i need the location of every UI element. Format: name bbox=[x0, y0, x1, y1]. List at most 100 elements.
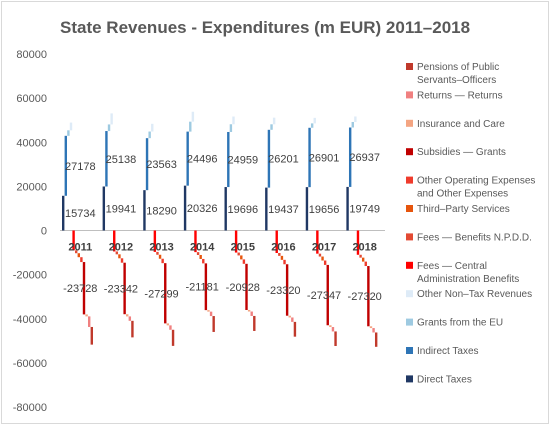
legend-label: Insurance and Care bbox=[417, 119, 505, 130]
legend-item-third-party-services: Third–Party Services bbox=[406, 204, 510, 215]
bar-insurance-and-care-2017 bbox=[329, 325, 332, 328]
bar-pensions-of-public-servants-officers-2017 bbox=[334, 331, 337, 346]
y-tick-label: -40000 bbox=[13, 314, 47, 326]
legend-label: Other Non–Tax Revenues bbox=[417, 289, 532, 300]
bar-grants-from-the-eu-2011 bbox=[67, 130, 70, 136]
data-label-subsidies-grants: -21181 bbox=[185, 282, 218, 294]
bar-grants-from-the-eu-2015 bbox=[229, 124, 233, 132]
bar-returns-returns-2013 bbox=[169, 325, 172, 330]
data-label-direct-taxes: 19656 bbox=[309, 204, 340, 216]
data-label-subsidies-grants: -27299 bbox=[144, 288, 178, 300]
bar-returns-returns-2012 bbox=[128, 316, 132, 321]
x-category-label: 2012 bbox=[109, 242, 133, 254]
legend-item-fees-benefits-n-p-d-d: Fees — Benefits N.P.D.D. bbox=[406, 232, 532, 243]
y-tick-label: -60000 bbox=[13, 358, 47, 370]
bar-fees-benefits-n-p-d-d-2018 bbox=[359, 254, 362, 258]
bar-pensions-of-public-servants-officers-2012 bbox=[131, 320, 134, 338]
legend-label: Indirect Taxes bbox=[417, 346, 479, 357]
data-label-subsidies-grants: -23342 bbox=[104, 283, 138, 295]
bar-indirect-taxes-2015 bbox=[227, 131, 230, 188]
bar-other-non-tax-revenues-2016 bbox=[272, 117, 276, 125]
legend-item-direct-taxes: Direct Taxes bbox=[406, 374, 472, 385]
bar-returns-returns-2018 bbox=[372, 328, 375, 333]
bar-other-non-tax-revenues-2012 bbox=[110, 113, 113, 125]
bar-grants-from-the-eu-2016 bbox=[270, 124, 273, 130]
legend-swatch bbox=[406, 119, 413, 127]
data-label-subsidies-grants: -23320 bbox=[266, 285, 300, 297]
data-label-direct-taxes: 19749 bbox=[349, 204, 380, 216]
legend-item-other-operating-expenses-and-other-expenses: Other Operating Expenses and Other Expens… bbox=[406, 176, 535, 200]
bar-other-non-tax-revenues-2017 bbox=[313, 117, 316, 124]
bar-other-non-tax-revenues-2013 bbox=[151, 123, 154, 132]
legend-item-grants-from-the-eu: Grants from the EU bbox=[406, 318, 503, 329]
legend-item-returns-returns: Returns — Returns bbox=[406, 90, 503, 101]
bar-grants-from-the-eu-2012 bbox=[107, 124, 111, 132]
legend-label: Other Operating Expenses and Other Expens… bbox=[417, 176, 535, 200]
legend-label: Pensions of Public Servants–Officers bbox=[417, 62, 499, 86]
legend-swatch bbox=[406, 148, 413, 156]
x-category-label: 2016 bbox=[271, 242, 295, 254]
y-tick-label: -80000 bbox=[13, 402, 47, 414]
bar-fees-benefits-n-p-d-d-2017 bbox=[318, 253, 322, 257]
bar-fees-central-administration-benefits-2013 bbox=[153, 230, 157, 252]
y-tick-label: 40000 bbox=[16, 137, 47, 149]
bar-fees-central-administration-benefits-2017 bbox=[316, 230, 319, 254]
bar-insurance-and-care-2012 bbox=[126, 314, 129, 317]
data-label-direct-taxes: 18290 bbox=[146, 205, 177, 217]
legend-swatch bbox=[406, 261, 413, 269]
bar-other-non-tax-revenues-2018 bbox=[354, 116, 357, 122]
bar-grants-from-the-eu-2014 bbox=[189, 121, 192, 132]
bar-other-operating-expenses-and-other-expenses-2014 bbox=[202, 258, 205, 264]
x-category-label: 2014 bbox=[190, 242, 215, 254]
bar-other-operating-expenses-and-other-expenses-2013 bbox=[161, 258, 164, 264]
data-label-indirect-taxes: 26937 bbox=[349, 152, 380, 164]
bar-insurance-and-care-2018 bbox=[369, 326, 373, 329]
data-label-indirect-taxes: 24959 bbox=[228, 155, 259, 167]
bar-pensions-of-public-servants-officers-2014 bbox=[212, 316, 215, 332]
bar-other-operating-expenses-and-other-expenses-2018 bbox=[364, 261, 367, 267]
bar-subsidies-grants-2017 bbox=[326, 264, 329, 326]
data-label-indirect-taxes: 26901 bbox=[309, 152, 340, 164]
bar-pensions-of-public-servants-officers-2015 bbox=[253, 315, 256, 331]
legend-item-indirect-taxes: Indirect Taxes bbox=[406, 346, 479, 357]
bar-insurance-and-care-2016 bbox=[288, 315, 291, 318]
bar-direct-taxes-2014 bbox=[183, 185, 187, 231]
bar-indirect-taxes-2013 bbox=[145, 138, 149, 191]
bar-direct-taxes-2018 bbox=[346, 186, 349, 231]
chart-title: State Revenues - Expenditures (m EUR) 20… bbox=[60, 18, 470, 37]
bar-indirect-taxes-2017 bbox=[308, 127, 311, 188]
bar-third-party-services-2012 bbox=[118, 254, 121, 259]
legend-swatch bbox=[406, 375, 413, 383]
bar-fees-benefits-n-p-d-d-2012 bbox=[115, 251, 119, 255]
bar-returns-returns-2017 bbox=[331, 327, 335, 332]
legend: Pensions of Public Servants–Officers Retur… bbox=[406, 62, 535, 385]
bar-fees-central-administration-benefits-2015 bbox=[234, 230, 238, 253]
bar-direct-taxes-2013 bbox=[143, 190, 146, 231]
data-label-subsidies-grants: -27320 bbox=[348, 291, 382, 303]
bar-direct-taxes-2017 bbox=[305, 187, 309, 231]
x-category-label: 2015 bbox=[231, 242, 255, 254]
bar-fees-central-administration-benefits-2014 bbox=[194, 230, 197, 253]
bar-insurance-and-care-2014 bbox=[207, 310, 210, 312]
x-category-label: 2017 bbox=[312, 242, 336, 254]
legend-swatch bbox=[406, 63, 413, 70]
bar-fees-benefits-n-p-d-d-2014 bbox=[196, 252, 200, 255]
y-tick-label: 20000 bbox=[16, 181, 47, 193]
bar-returns-returns-2016 bbox=[291, 317, 294, 322]
bar-other-non-tax-revenues-2015 bbox=[232, 116, 235, 125]
bar-pensions-of-public-servants-officers-2016 bbox=[293, 321, 297, 337]
bar-insurance-and-care-2015 bbox=[247, 309, 251, 312]
bar-pensions-of-public-servants-officers-2018 bbox=[374, 332, 378, 347]
bar-subsidies-grants-2016 bbox=[285, 264, 289, 316]
bar-indirect-taxes-2018 bbox=[348, 127, 352, 187]
legend-label: Returns — Returns bbox=[417, 90, 503, 101]
bar-direct-taxes-2012 bbox=[102, 186, 106, 231]
bar-direct-taxes-2016 bbox=[265, 187, 268, 231]
legend-swatch bbox=[406, 318, 413, 326]
legend-item-other-non-tax-revenues: Other Non–Tax Revenues bbox=[406, 289, 532, 300]
legend-label: Fees — Central Administration Benefits bbox=[417, 261, 519, 285]
legend-label: Direct Taxes bbox=[417, 374, 472, 385]
legend-label: Third–Party Services bbox=[417, 204, 510, 215]
